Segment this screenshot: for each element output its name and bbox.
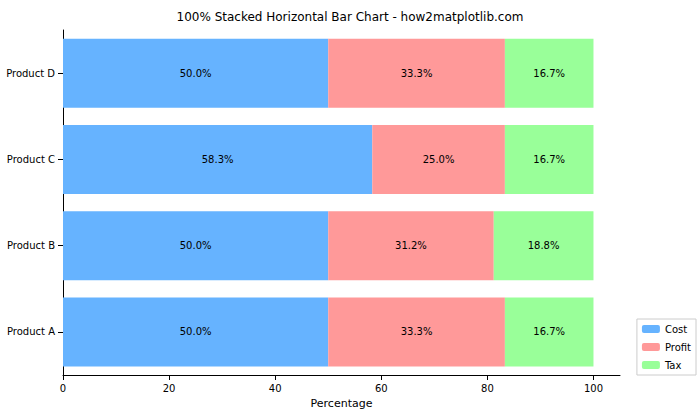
svg-text:Percentage: Percentage [311,397,373,410]
svg-text:Tax: Tax [664,360,682,371]
svg-text:33.3%: 33.3% [401,68,433,79]
svg-text:Product B: Product B [7,240,55,251]
svg-text:60: 60 [375,383,388,394]
svg-text:31.2%: 31.2% [395,240,427,251]
svg-text:50.0%: 50.0% [180,68,212,79]
svg-text:18.8%: 18.8% [528,240,560,251]
svg-text:Product D: Product D [6,68,55,79]
svg-text:25.0%: 25.0% [423,154,455,165]
svg-text:40: 40 [269,383,282,394]
svg-text:100% Stacked Horizontal Bar Ch: 100% Stacked Horizontal Bar Chart - how2… [177,10,524,24]
svg-text:Cost: Cost [665,324,687,335]
svg-text:16.7%: 16.7% [533,326,565,337]
svg-text:16.7%: 16.7% [533,154,565,165]
svg-text:Product A: Product A [7,326,55,337]
svg-text:100: 100 [584,383,603,394]
svg-text:58.3%: 58.3% [202,154,234,165]
svg-text:33.3%: 33.3% [401,326,433,337]
svg-text:0: 0 [60,383,66,394]
svg-text:Profit: Profit [665,342,691,353]
svg-text:50.0%: 50.0% [180,326,212,337]
svg-text:Product C: Product C [7,154,55,165]
svg-text:20: 20 [163,383,176,394]
svg-text:16.7%: 16.7% [533,68,565,79]
svg-text:50.0%: 50.0% [180,240,212,251]
svg-text:80: 80 [481,383,494,394]
